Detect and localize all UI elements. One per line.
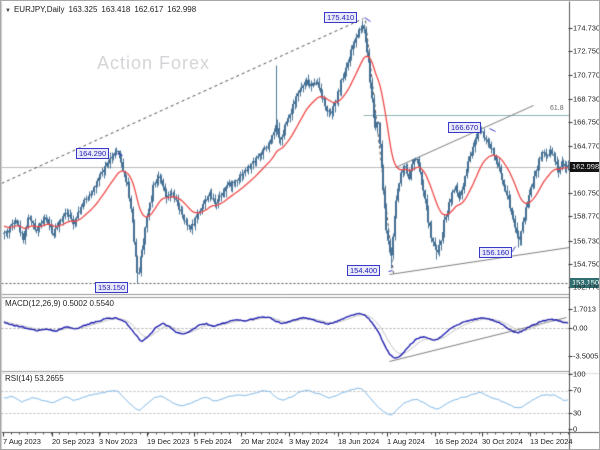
time-tick-label: 19 Dec 2023 bbox=[147, 437, 190, 446]
current-price-tag: 162.998 bbox=[570, 161, 600, 172]
fib-618-label: 61.8 bbox=[550, 105, 564, 112]
price-tick-label: 160.750 bbox=[573, 188, 600, 198]
time-tick-label: 13 Dec 2024 bbox=[530, 437, 573, 446]
price-annotation[interactable]: 175.410 bbox=[324, 12, 358, 23]
macd-tick-label: -3.5005 bbox=[573, 351, 599, 361]
time-tick-label: 3 May 2024 bbox=[289, 437, 329, 446]
price-tick-label: 156.730 bbox=[573, 236, 600, 246]
symbol-dropdown-icon[interactable]: ▼ bbox=[5, 8, 11, 14]
rsi-tick-label: 70 bbox=[573, 385, 582, 395]
time-tick-label: 20 Mar 2024 bbox=[241, 437, 284, 446]
symbol-label: EURJPY,Daily bbox=[13, 5, 65, 14]
time-tick-label: 20 Sep 2023 bbox=[52, 437, 95, 446]
time-tick-label: 16 Sep 2024 bbox=[435, 437, 478, 446]
price-tick-label: 162.790 bbox=[573, 164, 600, 174]
time-tick-label: 18 Jun 2024 bbox=[338, 437, 380, 446]
macd-panel-label: MACD(12,26,9) 0.5002 0.5540 bbox=[5, 299, 114, 308]
price-tick-label: 158.770 bbox=[573, 211, 600, 221]
price-tick-label: 172.750 bbox=[573, 46, 600, 56]
time-tick-label: 3 Nov 2023 bbox=[99, 437, 138, 446]
price-annotation[interactable]: 156.160 bbox=[479, 247, 513, 258]
time-tick-label: 5 Feb 2024 bbox=[194, 437, 232, 446]
rsi-tick-label: 100 bbox=[573, 369, 586, 379]
support-level-tag: 153.150 bbox=[570, 277, 600, 288]
ohlc-low: 162.617 bbox=[134, 5, 164, 14]
price-tick-label: 166.750 bbox=[573, 117, 600, 127]
price-tick-label: 152.770 bbox=[573, 282, 600, 292]
price-annotation[interactable]: 164.290 bbox=[76, 148, 110, 159]
price-annotation[interactable]: 154.400 bbox=[347, 265, 381, 276]
time-tick-label: 30 Oct 2024 bbox=[482, 437, 523, 446]
macd-tick-label: 1.7013 bbox=[573, 304, 596, 314]
ohlc-close: 162.998 bbox=[167, 5, 197, 14]
ohlc-open: 163.325 bbox=[68, 5, 98, 14]
macd-tick-label: 0.00 bbox=[573, 323, 588, 333]
price-annotation[interactable]: 166.670 bbox=[448, 122, 482, 133]
time-tick-label: 1 Aug 2024 bbox=[387, 437, 425, 446]
price-tick-label: 154.750 bbox=[573, 259, 600, 269]
price-tick-label: 164.770 bbox=[573, 141, 600, 151]
price-annotation[interactable]: 153.150 bbox=[95, 282, 129, 293]
rsi-panel-label: RSI(14) 53.2655 bbox=[5, 374, 64, 383]
rsi-tick-label: 0 bbox=[573, 424, 578, 434]
price-tick-label: 170.770 bbox=[573, 70, 600, 80]
price-tick-label: 174.730 bbox=[573, 23, 600, 33]
chart-title-bar: ▼ EURJPY,Daily 163.325 163.418 162.617 162.99… bbox=[5, 5, 200, 14]
rsi-tick-label: 30 bbox=[573, 408, 582, 418]
watermark: Action Forex bbox=[97, 53, 211, 73]
ohlc-high: 163.418 bbox=[101, 5, 131, 14]
time-tick-label: 7 Aug 2023 bbox=[3, 437, 41, 446]
price-tick-label: 168.730 bbox=[573, 94, 600, 104]
